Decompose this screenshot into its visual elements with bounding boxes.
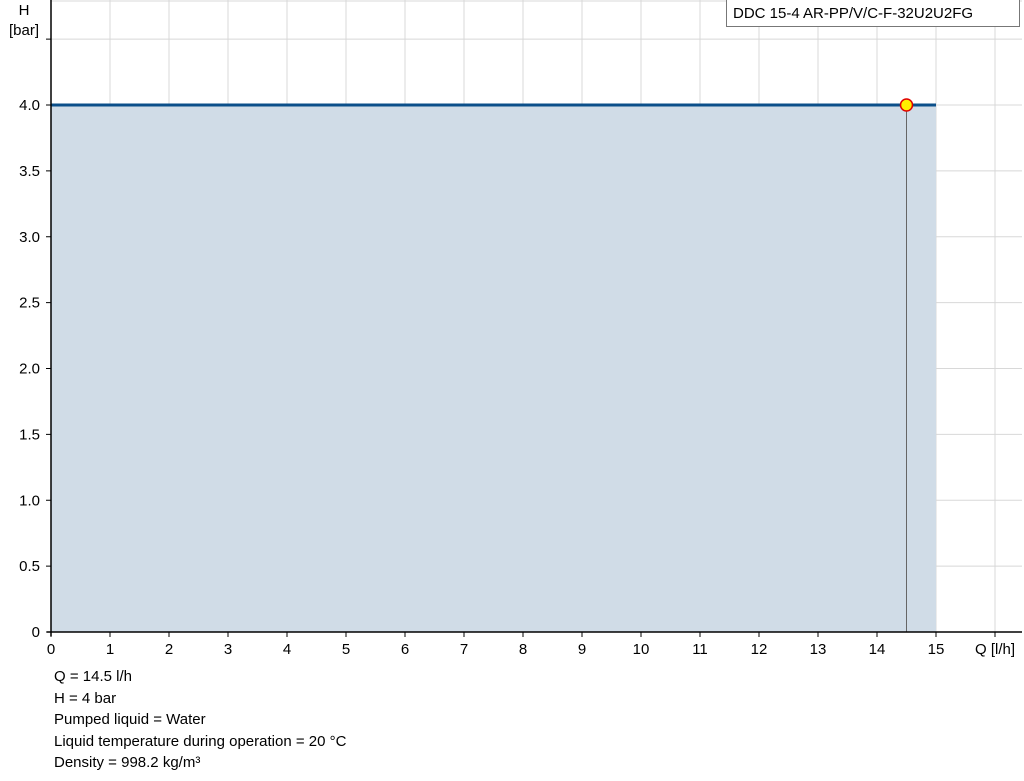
legend-label: DDC 15-4 AR-PP/V/C-F-32U2U2FG: [726, 0, 1020, 27]
x-tick-label: 11: [692, 641, 708, 658]
x-tick-label: 8: [519, 641, 527, 658]
x-tick-label: 0: [47, 641, 55, 658]
x-tick-label: 7: [460, 641, 468, 658]
info-temperature: Liquid temperature during operation = 20…: [54, 732, 347, 750]
x-tick-label: 13: [810, 641, 827, 658]
x-tick-label: 9: [578, 641, 586, 658]
y-tick-label: 3.5: [19, 163, 40, 180]
info-liquid: Pumped liquid = Water: [54, 711, 206, 728]
x-tick-label: 6: [401, 641, 409, 658]
x-axis-label: Q [l/h]: [975, 641, 1015, 658]
curve-area: [51, 105, 936, 632]
x-tick-label: 14: [869, 641, 886, 658]
info-density: Density = 998.2 kg/m³: [54, 754, 201, 771]
x-tick-label: 5: [342, 641, 350, 658]
operating-info: Q = 14.5 l/h H = 4 bar Pumped liquid = W…: [54, 666, 346, 774]
y-tick-label: 0.5: [19, 558, 40, 575]
y-axis-unit: [bar]: [9, 22, 39, 39]
x-tick-label: 10: [633, 641, 650, 658]
y-tick-label: 3.0: [19, 229, 40, 246]
y-tick-label: 2.5: [19, 295, 40, 312]
x-tick-label: 2: [165, 641, 173, 658]
y-tick-label: 4.0: [19, 97, 40, 114]
info-head: H = 4 bar: [54, 689, 117, 707]
x-tick-label: 1: [106, 641, 114, 658]
y-tick-label: 1.0: [19, 492, 40, 509]
y-tick-label: 1.5: [19, 426, 40, 443]
info-flow: Q = 14.5 l/h: [54, 668, 132, 685]
operating-point-marker: [899, 98, 914, 112]
y-axis-label: H: [19, 2, 30, 19]
y-tick-label: 2.0: [19, 361, 40, 378]
x-tick-label: 4: [283, 641, 291, 658]
x-tick-label: 15: [928, 641, 945, 658]
x-tick-label: 3: [224, 641, 232, 658]
x-tick-label: 12: [751, 641, 768, 658]
y-tick-label: 0: [32, 624, 40, 641]
